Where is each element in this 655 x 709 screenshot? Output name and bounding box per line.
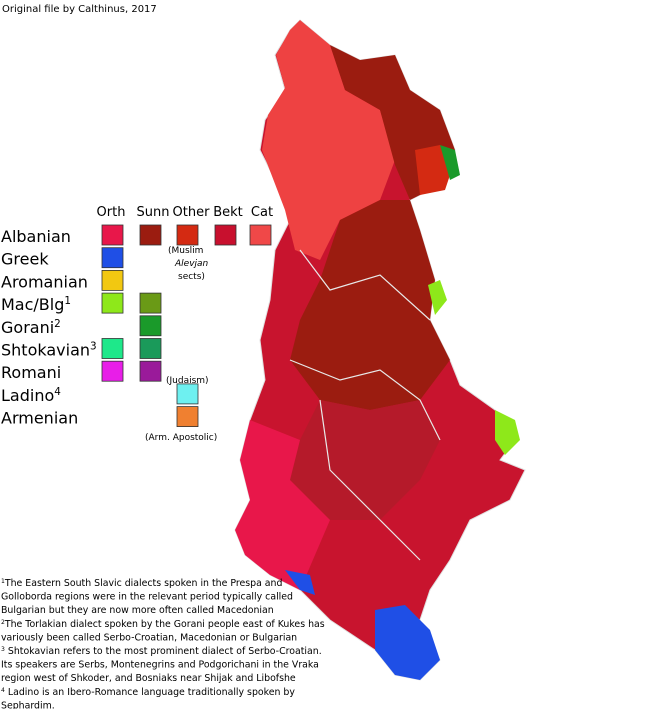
superscript: 4 xyxy=(54,386,61,398)
note-muslim: (Muslim xyxy=(168,246,203,256)
region-golloborda xyxy=(428,280,447,315)
swatch xyxy=(139,292,162,314)
footnote-line: 3 Shtokavian refers to the most prominen… xyxy=(1,646,322,657)
swatch xyxy=(101,224,124,246)
row-label: Albanian xyxy=(1,227,71,246)
footnote-line: 2The Torlakian dialect spoken by the Gor… xyxy=(1,619,325,630)
footnote-text: Bulgarian but they are now more often ca… xyxy=(1,605,274,616)
swatch xyxy=(101,292,124,314)
row-label-text: Gorani xyxy=(1,318,54,337)
superscript: 1 xyxy=(64,295,71,307)
region-greek-south xyxy=(375,605,440,680)
footnote-marker: 4 xyxy=(1,687,5,694)
region-south-west xyxy=(235,420,330,590)
footnote-text: region west of Shkoder, and Bosniaks nea… xyxy=(1,673,296,684)
row-label-text: Mac/Blg xyxy=(1,295,64,314)
region-north-west xyxy=(262,20,395,260)
swatch xyxy=(176,383,199,405)
swatch xyxy=(249,224,272,246)
region-prespa xyxy=(495,410,520,455)
row-label: Romani xyxy=(1,363,61,382)
column-header: Sunn xyxy=(137,205,170,220)
region-greek-coast xyxy=(285,570,315,595)
footnote-text: The Torlakian dialect spoken by the Gora… xyxy=(4,619,325,630)
footnote-line: Bulgarian but they are now more often ca… xyxy=(1,605,274,616)
footnote-line: Its speakers are Serbs, Montenegrins and… xyxy=(1,660,319,671)
swatch xyxy=(176,224,199,246)
note-judaism: (Judaism) xyxy=(166,376,209,386)
row-label-text: Aromanian xyxy=(1,272,88,291)
swatch xyxy=(101,269,124,291)
swatch xyxy=(139,315,162,337)
footnote-line: 4 Ladino is an Ibero-Romance language tr… xyxy=(1,687,295,698)
column-header: Orth xyxy=(97,205,126,220)
row-label: Shtokavian3 xyxy=(1,341,97,360)
swatch xyxy=(101,247,124,269)
footnote-text: Its speakers are Serbs, Montenegrins and… xyxy=(1,660,319,671)
swatch xyxy=(101,338,124,359)
footnote-marker: 1 xyxy=(1,578,5,585)
footnote-marker: 3 xyxy=(1,646,5,653)
footnote-line: 1The Eastern South Slavic dialects spoke… xyxy=(1,578,282,589)
swatch xyxy=(139,338,162,359)
superscript: 3 xyxy=(90,341,97,353)
row-label: Mac/Blg1 xyxy=(1,295,71,314)
footnote-text: variously been called Serbo-Croatian, Ma… xyxy=(1,632,297,643)
footnote-text: The Eastern South Slavic dialects spoken… xyxy=(4,578,283,589)
credit: Original file by Calthinus, 2017 xyxy=(2,4,157,15)
footnote-marker: 2 xyxy=(1,619,5,626)
footnote-line: Golloborda regions were in the relevant … xyxy=(1,592,293,603)
superscript: 2 xyxy=(54,318,61,330)
footnote-text: Ladino is an Ibero-Romance language trad… xyxy=(5,687,295,698)
footnote-text: Shtokavian refers to the most prominent … xyxy=(5,646,322,657)
row-label-text: Armenian xyxy=(1,409,78,428)
footnote-line: Sephardim. xyxy=(1,700,55,709)
swatch xyxy=(101,360,124,382)
legend: Orth Sunn Other Bekt Cat Albanian Greek Aromani… xyxy=(1,205,273,428)
swatch xyxy=(139,224,162,246)
note-muslim: Alevjan xyxy=(174,259,209,269)
column-header: Bekt xyxy=(213,205,243,220)
note-muslim: sects) xyxy=(178,272,205,282)
row-label-text: Albanian xyxy=(1,227,71,246)
row-label: Aromanian xyxy=(1,272,88,291)
region-south xyxy=(290,400,440,520)
column-header: Other xyxy=(173,205,211,220)
row-label: Greek xyxy=(1,250,49,269)
row-label-text: Romani xyxy=(1,363,61,382)
map xyxy=(234,19,526,681)
footnotes: 1The Eastern South Slavic dialects spoke… xyxy=(1,578,325,709)
row-label-text: Ladino xyxy=(1,386,54,405)
district-border xyxy=(319,399,421,561)
footnote-text: Sephardim. xyxy=(1,700,55,709)
row-label: Armenian xyxy=(1,409,78,428)
row-label: Ladino4 xyxy=(1,386,61,405)
row-label-text: Greek xyxy=(1,250,49,269)
swatch xyxy=(176,406,199,428)
swatch xyxy=(139,360,162,382)
swatch xyxy=(214,224,237,246)
footnote-line: region west of Shkoder, and Bosniaks nea… xyxy=(1,673,296,684)
district-border xyxy=(289,359,441,441)
footnote-line: variously been called Serbo-Croatian, Ma… xyxy=(1,632,297,643)
row-label: Gorani2 xyxy=(1,318,61,337)
note-armenian: (Arm. Apostolic) xyxy=(145,433,217,443)
row-label-text: Shtokavian xyxy=(1,341,90,360)
region-central xyxy=(290,200,450,410)
footnote-text: Golloborda regions were in the relevant … xyxy=(1,592,293,603)
column-header: Cat xyxy=(251,205,273,220)
region-gorani xyxy=(440,145,460,180)
district-borders xyxy=(299,249,431,321)
